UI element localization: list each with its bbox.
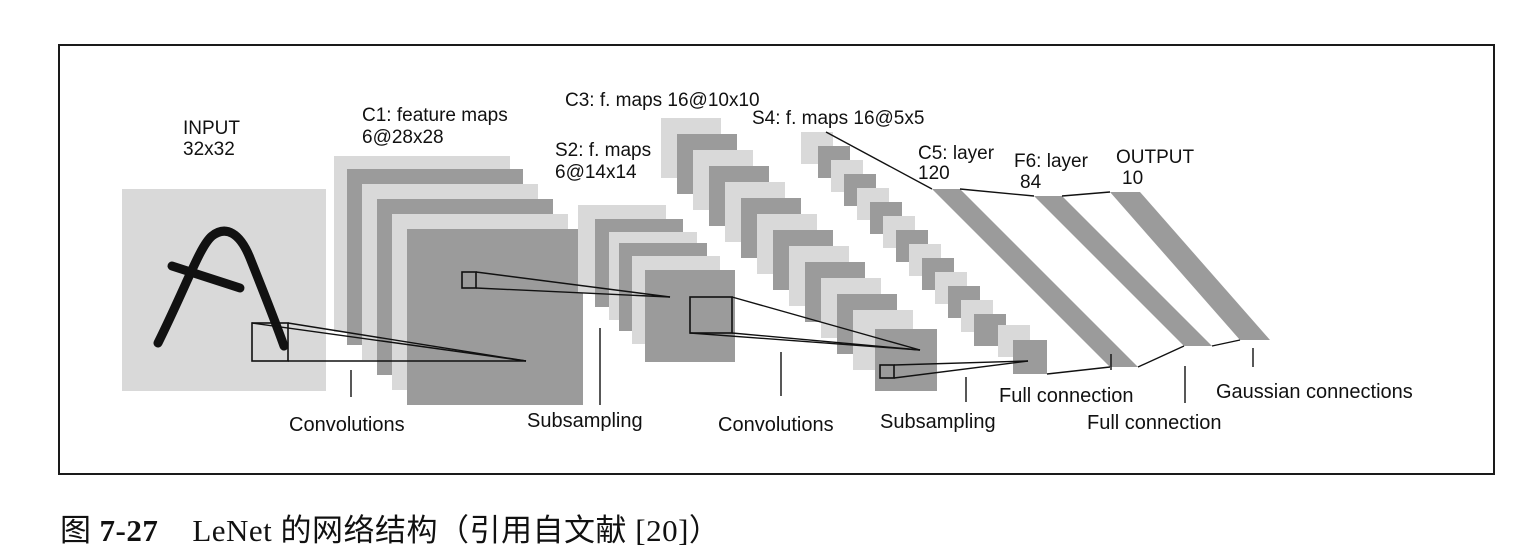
c5-label: C5: layer (918, 143, 995, 164)
c5-size-label: 120 (918, 163, 950, 184)
full1-label: Full connection (999, 385, 1134, 407)
full2-label: Full connection (1087, 412, 1222, 434)
c5-layer (932, 189, 1138, 367)
s2-receptive-field (689, 296, 733, 334)
conv2-label: Convolutions (718, 414, 834, 436)
f6-size-label: 84 (1020, 172, 1042, 193)
c3-receptive-field (879, 364, 895, 379)
input-label: INPUT (183, 118, 240, 139)
output-layer (1110, 192, 1270, 340)
sub2-projection (893, 360, 1029, 379)
fc-connections (825, 131, 1241, 375)
gauss-label: Gaussian connections (1216, 381, 1413, 403)
c1-size-label: 6@28x28 (362, 127, 444, 148)
output-label: OUTPUT (1116, 147, 1195, 168)
f6-label: F6: layer (1014, 151, 1089, 172)
input-letter-a-crossbar (167, 261, 245, 293)
caption-prefix: 图 (60, 513, 92, 548)
figure-caption: 图 7-27 LeNet 的网络结构（引用自文献 [20]） (60, 505, 721, 548)
f6-layer (1034, 196, 1212, 346)
input-receptive-field (251, 322, 289, 362)
sub2-label: Subsampling (880, 411, 996, 433)
s2-size-label: 6@14x14 (555, 162, 637, 183)
c1-label: C1: feature maps (362, 105, 508, 126)
input-letter-a-stroke (153, 226, 289, 351)
c1-receptive-field (461, 271, 477, 289)
caption-number: 7-27 (99, 513, 159, 548)
caption-text: LeNet 的网络结构（引用自文献 [20]） (192, 513, 721, 548)
conv2-projection (689, 296, 921, 351)
output-size-label: 10 (1122, 168, 1143, 189)
input-size-label: 32x32 (183, 139, 235, 160)
sub1-projection (475, 271, 671, 298)
figure-frame (58, 44, 1495, 475)
sub1-label: Subsampling (527, 410, 643, 432)
s2-label: S2: f. maps (555, 140, 651, 161)
s4-feature-maps (801, 132, 1047, 374)
conv1-projection (251, 322, 527, 362)
operation-ticks (350, 328, 1254, 405)
conv1-label: Convolutions (289, 414, 405, 436)
c1-feature-maps (334, 156, 583, 405)
s4-label: S4: f. maps 16@5x5 (752, 108, 924, 129)
s2-feature-maps (578, 205, 735, 362)
input-image (122, 189, 326, 391)
c3-label: C3: f. maps 16@10x10 (565, 90, 760, 111)
c3-feature-maps (661, 118, 937, 391)
